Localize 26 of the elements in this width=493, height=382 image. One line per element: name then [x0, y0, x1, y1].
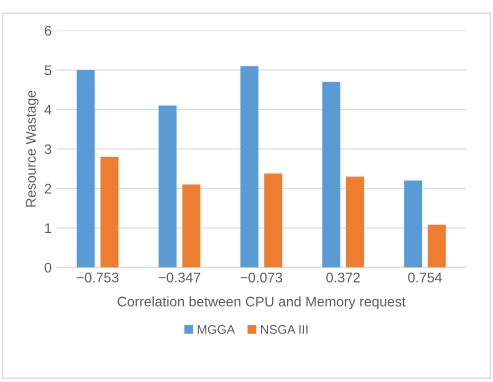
y-tick-label: 6 [44, 26, 52, 36]
y-axis-title: Resource Wastage [26, 90, 39, 207]
bar [264, 173, 282, 268]
bar [346, 176, 364, 268]
legend-label: NSGA III [261, 325, 308, 334]
y-tick-label: 5 [44, 66, 52, 76]
bar [322, 82, 340, 268]
y-tick-label: 3 [44, 144, 52, 154]
y-tick-label: 4 [44, 104, 52, 115]
x-tick-label: −0.753 [76, 272, 118, 282]
bar [182, 184, 200, 268]
legend-label: MGGA [198, 325, 236, 334]
x-tick-label: −0.073 [240, 272, 282, 282]
bar [404, 180, 422, 268]
x-tick-label: 0.754 [408, 272, 442, 282]
y-tick-label: 1 [45, 223, 52, 233]
x-axis-title: Correlation between CPU and Memory request [118, 296, 406, 310]
bar [158, 106, 177, 268]
bar [76, 70, 95, 268]
x-tick-label: 0.372 [326, 272, 360, 282]
x-tick-label: −0.347 [158, 272, 200, 282]
y-tick-label: 2 [44, 184, 52, 194]
bar [100, 156, 118, 268]
y-tick-label: 0 [44, 262, 52, 273]
bar [240, 66, 258, 268]
bar [428, 224, 446, 268]
